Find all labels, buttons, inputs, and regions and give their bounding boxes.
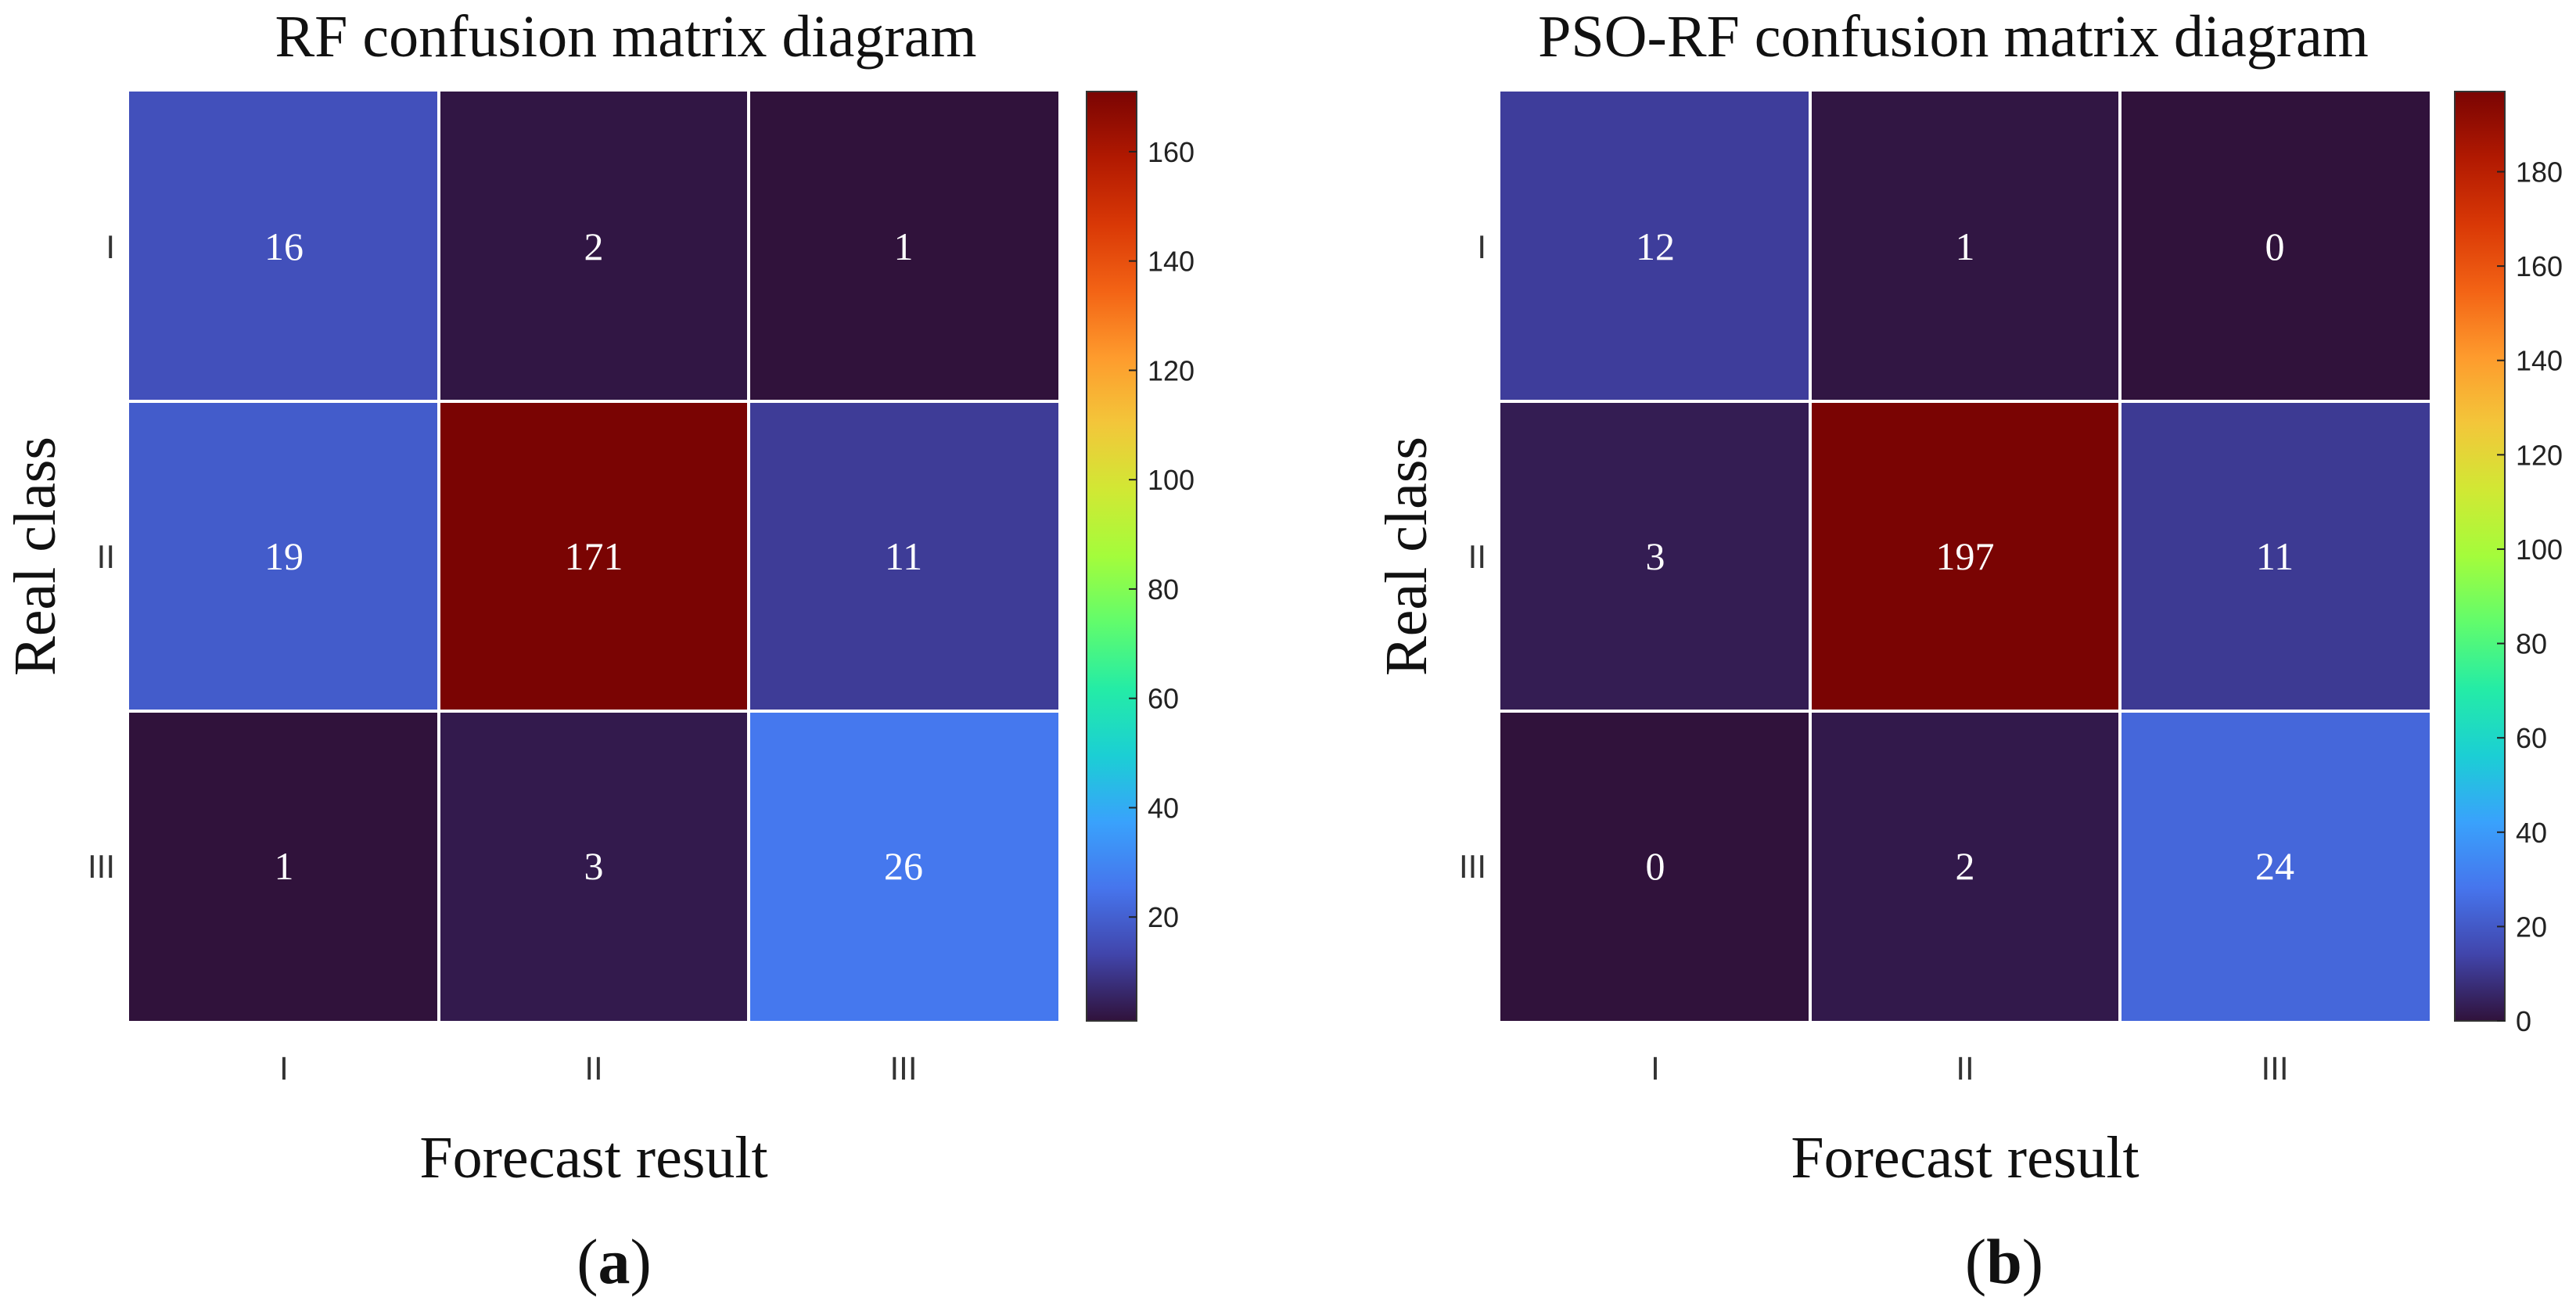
y-axis-title: Real class bbox=[2, 437, 68, 676]
colorbar-tick-label: 180 bbox=[2516, 156, 2563, 189]
cell-value-label: 11 bbox=[2256, 534, 2294, 578]
colorbar-tick-label: 80 bbox=[2516, 628, 2547, 660]
cell-value-label: 11 bbox=[885, 534, 922, 578]
x-tick-label: II bbox=[1956, 1050, 1974, 1087]
colorbar-tick-label: 100 bbox=[1148, 464, 1195, 496]
heatmap-cell bbox=[1500, 401, 1810, 711]
cell-value-label: 12 bbox=[1636, 225, 1675, 268]
heatmap-cell bbox=[1500, 92, 1810, 401]
heatmap-cell bbox=[129, 401, 439, 711]
y-tick-label: II bbox=[1468, 538, 1486, 575]
colorbar-tick-label: 40 bbox=[1148, 792, 1179, 824]
cell-value-label: 26 bbox=[884, 844, 923, 888]
heatmap-cell bbox=[1810, 401, 2120, 711]
colorbar bbox=[2454, 91, 2506, 1022]
heatmap-cell bbox=[439, 401, 749, 711]
y-tick-label: III bbox=[1459, 848, 1486, 885]
heatmap-cell bbox=[1810, 92, 2120, 401]
colorbar-tick-label: 120 bbox=[2516, 439, 2563, 471]
y-axis-title: Real class bbox=[1374, 437, 1439, 676]
colorbar-tick-label: 80 bbox=[1148, 573, 1179, 605]
heatmap-cell bbox=[439, 92, 749, 401]
colorbar-tick-label: 140 bbox=[2516, 345, 2563, 377]
heatmap-cell bbox=[749, 92, 1058, 401]
cell-value-label: 0 bbox=[1646, 844, 1665, 888]
cell-value-label: 0 bbox=[2265, 225, 2285, 268]
y-tick-label: I bbox=[106, 228, 115, 265]
colorbar-tick-label: 160 bbox=[2516, 250, 2563, 282]
colorbar-tick-label: 160 bbox=[1148, 136, 1195, 168]
heatmap-cell bbox=[749, 401, 1058, 711]
heatmap-cell bbox=[749, 711, 1058, 1021]
cell-value-label: 1 bbox=[275, 844, 294, 888]
y-tick-label: II bbox=[97, 538, 115, 575]
panel-label: (a) bbox=[577, 1226, 652, 1297]
cell-value-label: 16 bbox=[264, 225, 304, 268]
colorbar-tick-label: 100 bbox=[2516, 534, 2563, 566]
colorbar bbox=[1086, 91, 1137, 1022]
colorbar-tick-label: 60 bbox=[1148, 683, 1179, 715]
y-tick-label: III bbox=[88, 848, 115, 885]
heatmap-cell bbox=[129, 92, 439, 401]
heatmap-cell bbox=[1500, 711, 1810, 1021]
x-axis-title: Forecast result bbox=[1791, 1125, 2139, 1191]
heatmap-cell bbox=[439, 711, 749, 1021]
cell-value-label: 2 bbox=[1956, 844, 1975, 888]
x-tick-label: III bbox=[2261, 1050, 2288, 1087]
heatmap-cell bbox=[2120, 92, 2430, 401]
x-axis-title: Forecast result bbox=[419, 1125, 767, 1191]
cell-value-label: 1 bbox=[1956, 225, 1975, 268]
cell-value-label: 2 bbox=[584, 225, 604, 268]
colorbar-tick-label: 0 bbox=[2516, 1005, 2531, 1037]
x-tick-label: I bbox=[279, 1050, 289, 1087]
x-tick-label: III bbox=[889, 1050, 917, 1087]
heatmap-cell bbox=[129, 711, 439, 1021]
heatmap-cell bbox=[1810, 711, 2120, 1021]
heatmap-cell bbox=[2120, 711, 2430, 1021]
cell-value-label: 171 bbox=[565, 534, 623, 578]
x-tick-label: I bbox=[1651, 1050, 1660, 1087]
colorbar-tick-label: 20 bbox=[2516, 911, 2547, 943]
chart-title: PSO-RF confusion matrix diagram bbox=[1538, 4, 2369, 70]
cell-value-label: 3 bbox=[584, 844, 604, 888]
panel-b-pso-rf-confusion-matrix: PSO-RF confusion matrix diagram 12 1 0 3 197 1… bbox=[1374, 4, 2563, 1297]
colorbar-tick-label: 120 bbox=[1148, 354, 1195, 386]
colorbar-tick-label: 40 bbox=[2516, 817, 2547, 849]
cell-value-label: 24 bbox=[2255, 844, 2294, 888]
colorbar-tick-label: 20 bbox=[1148, 901, 1179, 933]
y-tick-label: I bbox=[1477, 228, 1486, 265]
cell-value-label: 3 bbox=[1646, 534, 1665, 578]
panel-label: (b) bbox=[1965, 1226, 2043, 1297]
x-tick-label: II bbox=[584, 1050, 602, 1087]
cell-value-label: 19 bbox=[264, 534, 304, 578]
colorbar-tick-label: 140 bbox=[1148, 246, 1195, 278]
cell-value-label: 1 bbox=[894, 225, 914, 268]
chart-title: RF confusion matrix diagram bbox=[275, 4, 976, 70]
colorbar-tick-label: 60 bbox=[2516, 722, 2547, 754]
heatmap-cell bbox=[2120, 401, 2430, 711]
cell-value-label: 197 bbox=[1936, 534, 1995, 578]
